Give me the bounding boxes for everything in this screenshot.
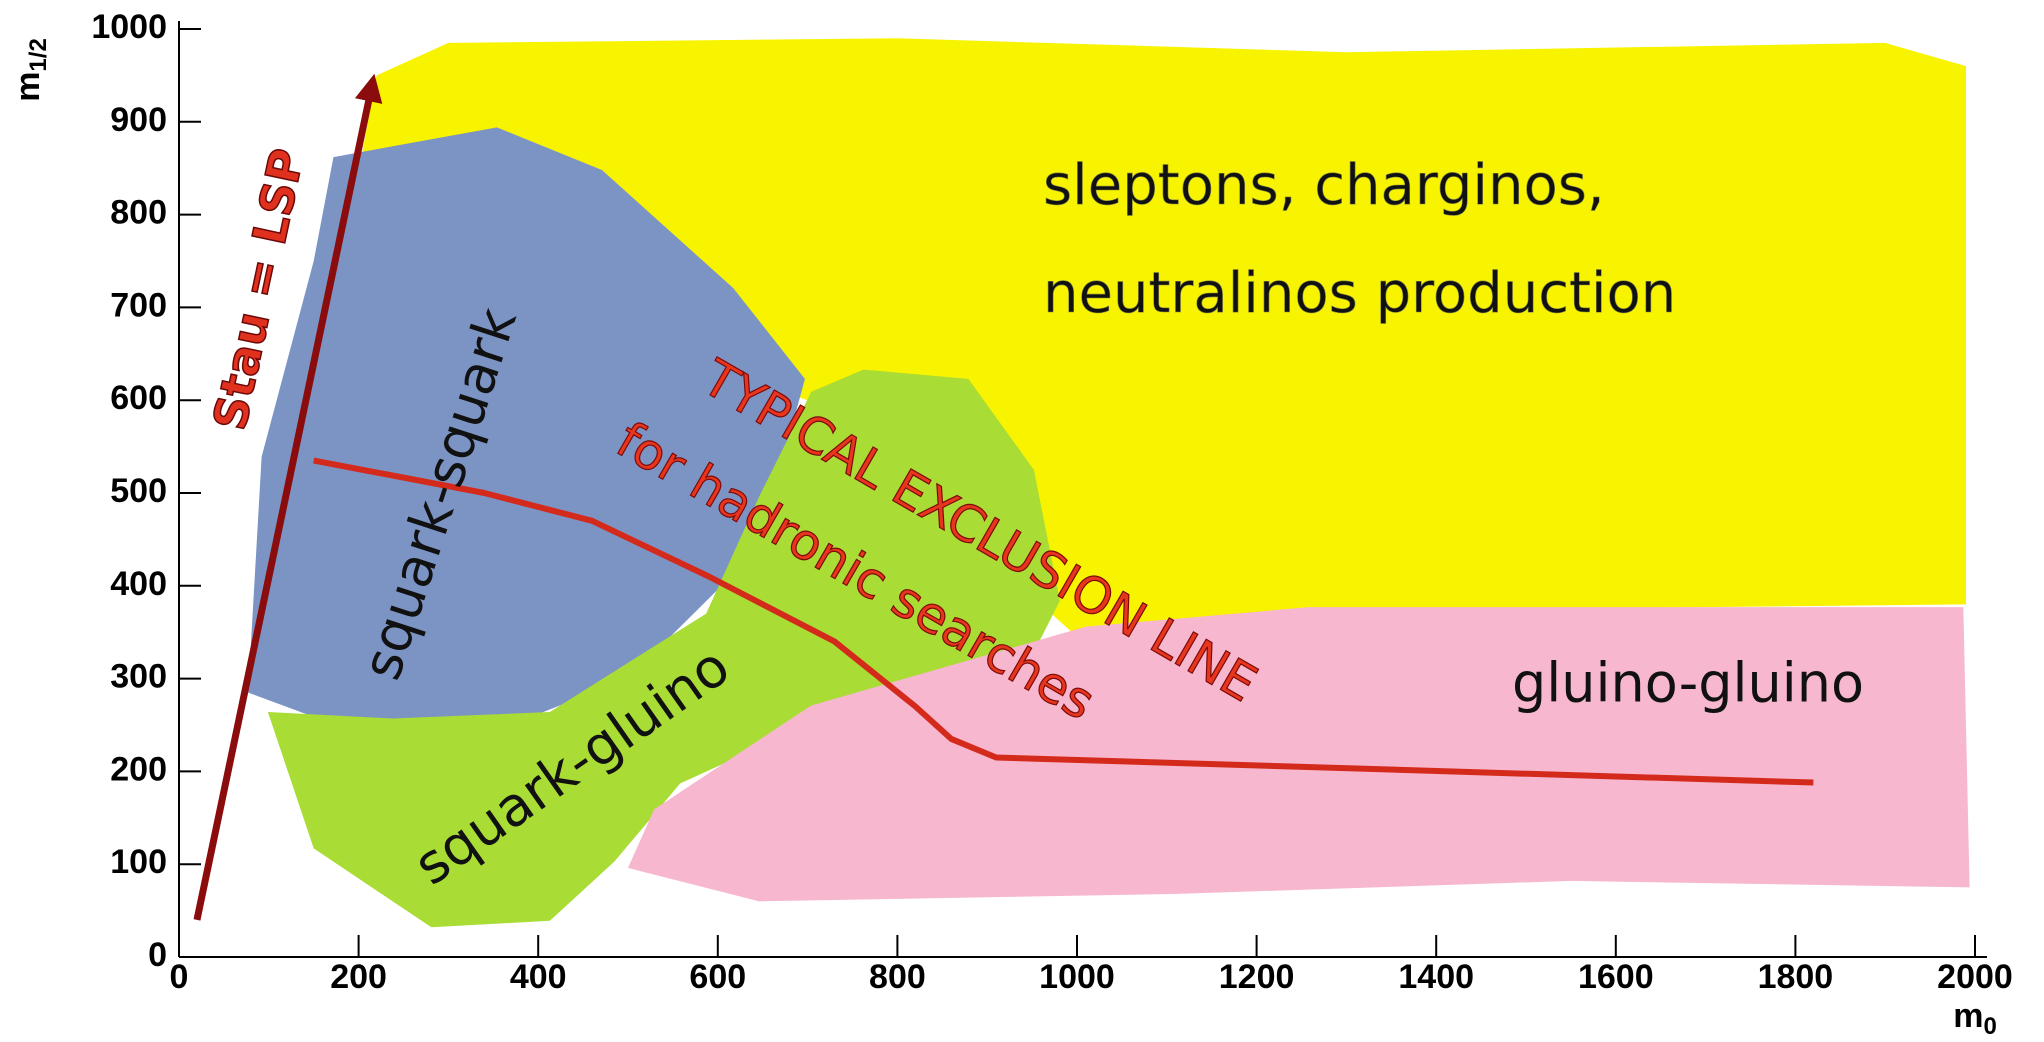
x-tick-label: 1000 xyxy=(1039,958,1115,996)
x-tick-label: 600 xyxy=(689,958,746,996)
region-label: gluino-gluino xyxy=(1512,652,1864,715)
x-tick-label: 400 xyxy=(510,958,567,996)
x-tick-label: 1400 xyxy=(1398,958,1474,996)
x-tick-label: 0 xyxy=(170,958,189,996)
y-tick-label: 200 xyxy=(110,750,167,788)
y-axis-label: m1/2 xyxy=(9,38,52,102)
y-axis-label-main: m xyxy=(9,72,47,102)
y-tick-label: 800 xyxy=(110,194,167,232)
x-axis-label-main: m xyxy=(1953,997,1983,1035)
y-tick-label: 1000 xyxy=(91,8,167,46)
x-axis-label: m0 xyxy=(1953,997,1997,1040)
y-tick-label: 0 xyxy=(148,936,167,974)
x-tick-label: 1600 xyxy=(1578,958,1654,996)
x-axis-label-sub: 0 xyxy=(1983,1013,1996,1040)
x-tick-label: 200 xyxy=(330,958,387,996)
chart: m0 m1/2 01002003004005006007008009001000… xyxy=(0,0,2044,1042)
x-tick-label: 800 xyxy=(869,958,926,996)
y-tick-label: 900 xyxy=(110,101,167,139)
y-tick-label: 600 xyxy=(110,379,167,417)
y-tick-label: 300 xyxy=(110,658,167,696)
y-tick-label: 400 xyxy=(110,565,167,603)
y-tick-label: 500 xyxy=(110,472,167,510)
y-axis-label-sub: 1/2 xyxy=(25,38,52,71)
x-tick-label: 1200 xyxy=(1219,958,1295,996)
x-tick-label: 1800 xyxy=(1758,958,1834,996)
y-tick-label: 100 xyxy=(110,843,167,881)
y-tick-label: 700 xyxy=(110,286,167,324)
x-tick-label: 2000 xyxy=(1937,958,2013,996)
region-label: neutralinos production xyxy=(1043,261,1676,326)
region-label: sleptons, charginos, xyxy=(1043,153,1605,218)
